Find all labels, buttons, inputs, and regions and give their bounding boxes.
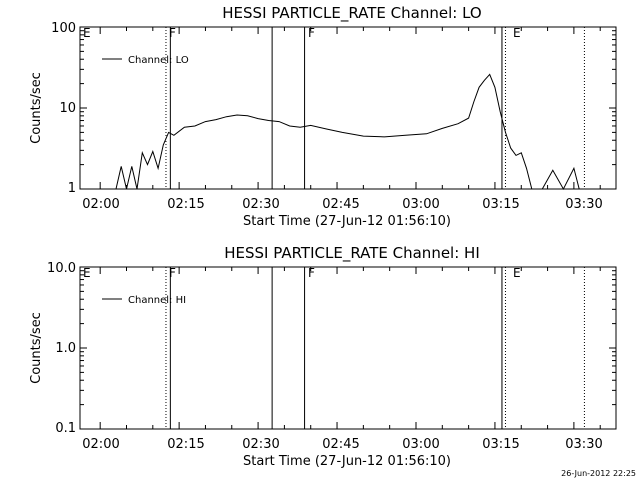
panel-lo-ytick-100: 100 [51, 21, 76, 36]
panel-hi-ytick-01: 0.1 [55, 421, 76, 436]
panel-lo-xtick-0200: 02:00 [82, 197, 119, 212]
panel-hi-event-e-start: E [83, 266, 91, 280]
panel-lo-ylabel: Counts/sec [29, 72, 44, 144]
panel-hi-markers [165, 267, 585, 429]
panel-hi-xtick-0330: 03:30 [565, 437, 602, 452]
panel-lo-event-f-2: F [308, 26, 315, 40]
panel-lo-xtick-0315: 03:15 [482, 197, 519, 212]
series-channel-lo [115, 73, 585, 191]
panel-lo-frame [79, 26, 617, 190]
panel-lo-event-f-1: F [169, 26, 176, 40]
panel-hi-ticks [80, 267, 616, 430]
panel-hi-event-e-end: E [513, 266, 521, 280]
plot-timestamp: 26-Jun-2012 22:25 [561, 469, 636, 478]
panel-lo-xtick-0330: 03:30 [565, 197, 602, 212]
panel-hi-xtick-0200: 02:00 [82, 437, 119, 452]
panel-lo-ytick-10: 10 [59, 101, 76, 116]
panel-lo-event-e-start: E [83, 26, 91, 40]
panel-lo-title: HESSI PARTICLE_RATE Channel: LO [222, 4, 481, 23]
panel-hi-xtick-0300: 03:00 [402, 437, 439, 452]
panel-hi-ytick-1: 1.0 [55, 341, 76, 356]
panel-hi-ytick-10: 10.0 [47, 261, 76, 276]
panel-lo-xlabel: Start Time (27-Jun-12 01:56:10) [243, 214, 451, 229]
panel-hi-xtick-0230: 02:30 [242, 437, 279, 452]
panel-hi-xtick-0245: 02:45 [322, 437, 359, 452]
panel-hi-title: HESSI PARTICLE_RATE Channel: HI [224, 244, 480, 263]
panel-lo-ticks [80, 27, 616, 190]
panel-lo-xtick-0230: 02:30 [242, 197, 279, 212]
panel-hi-ylabel: Counts/sec [29, 312, 44, 384]
panel-hi-frame [79, 266, 617, 430]
panel-hi-xlabel: Start Time (27-Jun-12 01:56:10) [243, 454, 451, 469]
panel-lo-event-e-end: E [513, 26, 521, 40]
panel-lo-markers [165, 27, 585, 189]
panel-lo-xtick-0215: 02:15 [167, 197, 204, 212]
panel-hi-event-f-2: F [308, 266, 315, 280]
panel-lo-ytick-1: 1 [68, 181, 76, 196]
panel-hi-xtick-0315: 03:15 [482, 437, 519, 452]
panel-hi-event-f-1: F [169, 266, 176, 280]
panel-lo: HESSI PARTICLE_RATE Channel: LO 100 10 1… [29, 4, 617, 229]
panel-lo-xtick-0300: 03:00 [402, 197, 439, 212]
panel-hi: HESSI PARTICLE_RATE Channel: HI 10.0 1.0… [29, 244, 617, 469]
panel-lo-xtick-0245: 02:45 [322, 197, 359, 212]
panel-hi-xtick-0215: 02:15 [167, 437, 204, 452]
panel-lo-legend-label: Channel: LO [128, 55, 189, 66]
panel-hi-legend-label: Channel: HI [128, 295, 186, 306]
